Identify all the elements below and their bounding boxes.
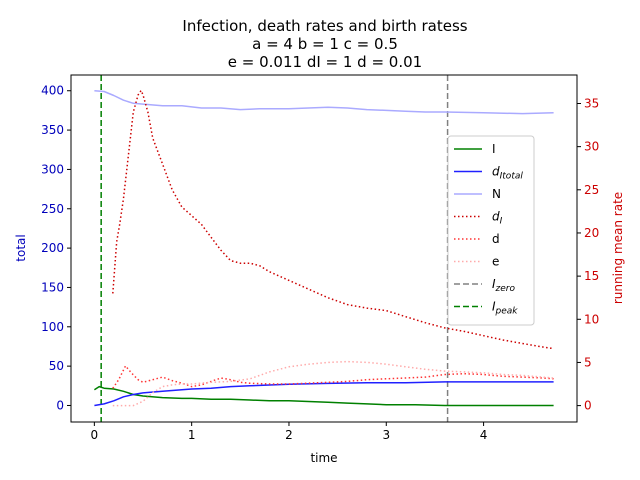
y-left-tick-label: 350 (41, 123, 64, 137)
y-right-tick-label: 35 (584, 96, 599, 110)
axes: 0 1 2 3 4 0 50 100 150 200 250 300 350 400 0 5 10 15 20 25 3… (41, 74, 599, 442)
y-axis-right-label: running mean rate (611, 192, 625, 304)
y-right-tick-label: 20 (584, 226, 599, 240)
legend-label: N (492, 187, 501, 201)
y-left-tick-label: 50 (49, 359, 64, 373)
y-left-tick-label: 100 (41, 320, 64, 334)
y-axis-left-label: total (14, 234, 28, 261)
series-line-d (112, 365, 554, 389)
series-line-n (94, 89, 554, 115)
y-left-tick-label: 0 (56, 398, 64, 412)
series-line-d-itotal (94, 381, 554, 407)
x-tick-label: 2 (285, 428, 293, 442)
title-line-2: a = 4 b = 1 c = 0.5 (252, 35, 398, 53)
legend-label: Izero (492, 277, 516, 294)
y-right-tick-label: 10 (584, 312, 599, 326)
plot-area (93, 75, 554, 422)
legend-label: dI (492, 210, 503, 227)
y-right-tick-label: 30 (584, 140, 599, 154)
title-line-3: e = 0.011 dI = 1 d = 0.01 (228, 53, 422, 71)
y-left-tick-label: 150 (41, 280, 64, 294)
x-tick-label: 4 (480, 428, 488, 442)
y-right-tick-label: 25 (584, 183, 599, 197)
x-tick-label: 0 (91, 428, 99, 442)
chart-title: Infection, death rates and birth ratess … (182, 17, 467, 71)
x-axis-label: time (310, 451, 337, 465)
x-tick-label: 1 (188, 428, 196, 442)
y-right-tick-label: 5 (584, 355, 592, 369)
legend-label: d (492, 232, 500, 246)
y-left-tick-label: 200 (41, 241, 64, 255)
legend-label: I (492, 142, 496, 156)
y-left-tick-label: 300 (41, 162, 64, 176)
legend-box (447, 135, 535, 326)
y-left-tick-label: 250 (41, 202, 64, 216)
y-right-tick-label: 15 (584, 269, 599, 283)
series-line-d-i (112, 89, 554, 350)
legend-label: e (492, 255, 499, 269)
y-right-tick-label: 0 (584, 399, 592, 413)
x-tick-label: 3 (382, 428, 390, 442)
legend-label: Ipeak (492, 300, 518, 317)
legend-label: dItotal (492, 165, 523, 182)
y-left-tick-label: 400 (41, 84, 64, 98)
title-line-1: Infection, death rates and birth ratess (182, 17, 467, 35)
series-line-i (93, 385, 554, 407)
